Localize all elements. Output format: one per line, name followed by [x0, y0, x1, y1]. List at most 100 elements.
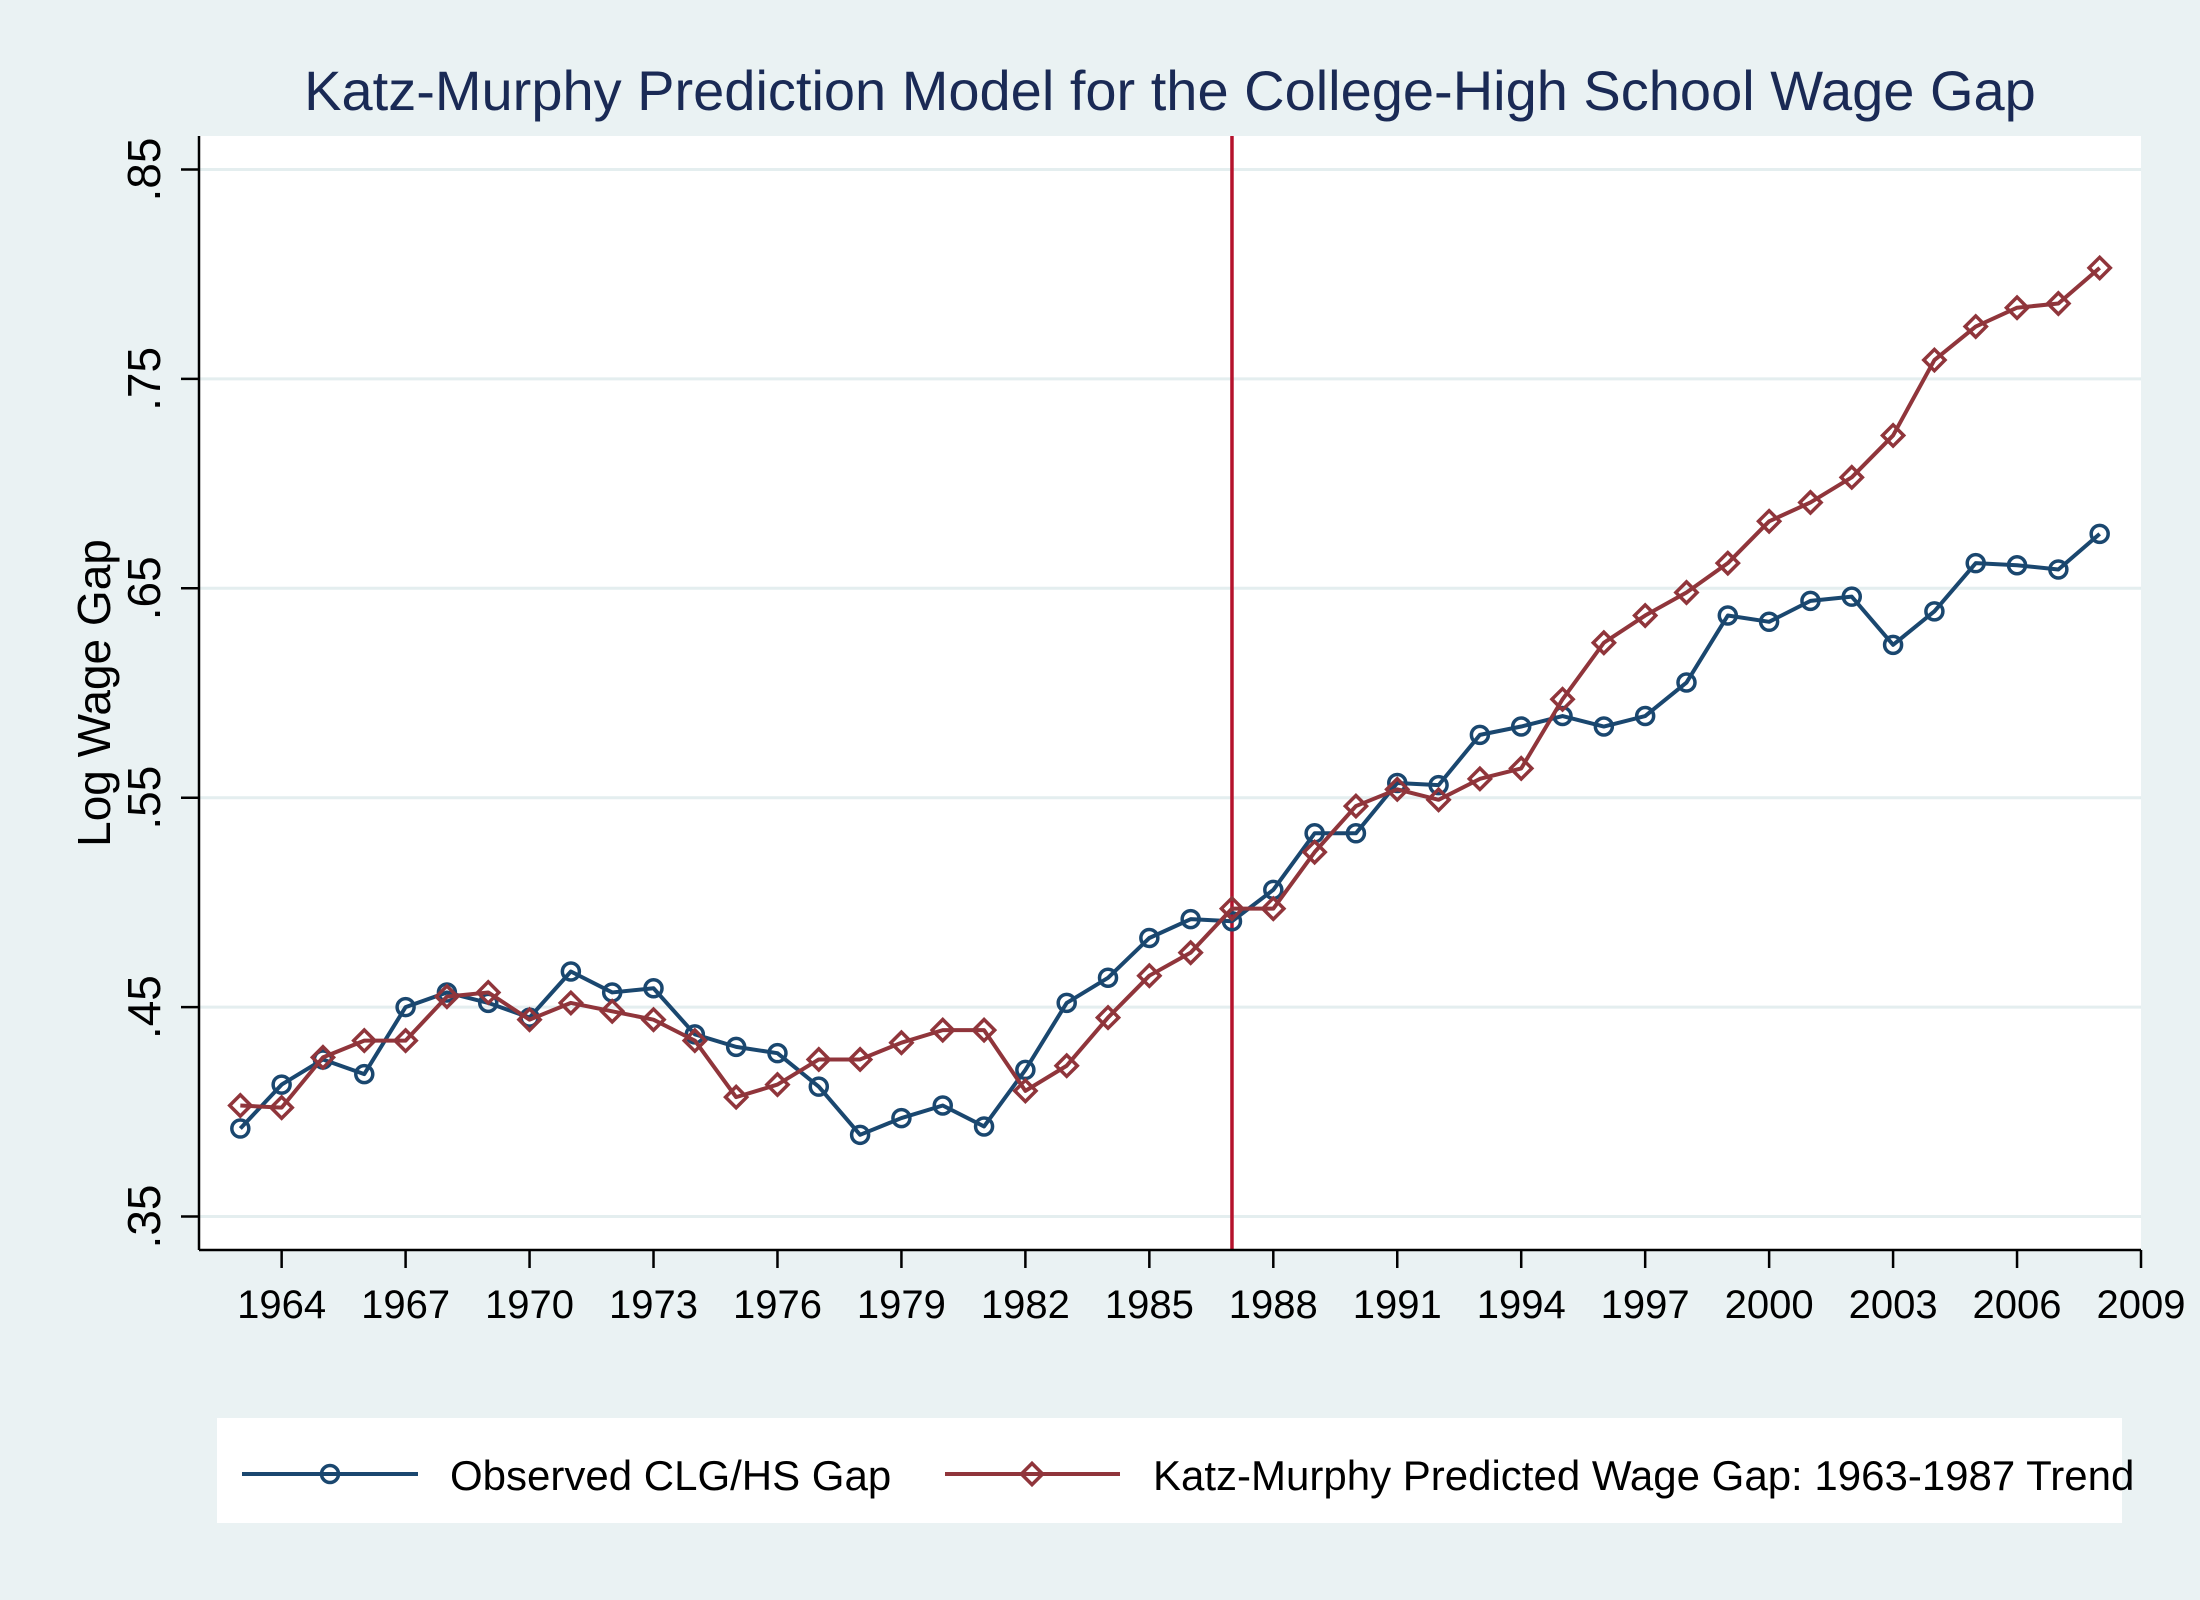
point-1-1963: [227, 1092, 254, 1119]
chart-title: Katz-Murphy Prediction Model for the Col…: [304, 59, 2036, 122]
legend: Observed CLG/HS Gap Katz-Murphy Predicte…: [217, 1418, 2134, 1523]
x-tick-label-2006: 2006: [1973, 1283, 2062, 1327]
grid-lines: [199, 168, 2141, 1218]
point-1-1981: [970, 1017, 998, 1044]
point-1-1973: [640, 1006, 667, 1033]
point-0-1999: [1717, 605, 1739, 626]
point-0-1985: [1139, 927, 1160, 949]
point-1-1993: [1466, 765, 1493, 792]
legend-marker-observed: [319, 1463, 341, 1485]
point-0-1990: [1345, 823, 1367, 844]
point-0-1998: [1676, 672, 1697, 693]
point-0-2001: [1800, 590, 1821, 612]
point-0-1997: [1634, 705, 1656, 727]
x-tick-label-1973: 1973: [609, 1283, 698, 1327]
x-tick-label-1982: 1982: [981, 1283, 1070, 1327]
point-0-1993: [1469, 724, 1491, 746]
legend-box: [217, 1418, 2122, 1523]
point-0-1994: [1510, 716, 1532, 737]
point-1-1977: [805, 1046, 832, 1073]
y-tick-label-5: .85: [118, 138, 170, 202]
y-tick-label-3: .65: [118, 556, 170, 620]
series: [227, 254, 2113, 1146]
point-0-2006: [2006, 555, 2028, 576]
point-0-2002: [1841, 586, 1863, 607]
point-0-1977: [808, 1076, 830, 1097]
axes: [197, 136, 2141, 1252]
point-1-1965: [309, 1044, 337, 1071]
point-1-2006: [2003, 294, 2031, 321]
point-1-1984: [1094, 1004, 1122, 1031]
y-ticks: .35 .45 .55 .65 .75 .85: [118, 138, 199, 1249]
point-1-1983: [1053, 1052, 1080, 1079]
point-1-2003: [1880, 422, 1907, 449]
point-0-1981: [973, 1116, 995, 1137]
point-0-1971: [560, 961, 582, 982]
point-1-2002: [1838, 464, 1865, 491]
point-1-1978: [847, 1046, 874, 1073]
point-0-2004: [1924, 601, 1945, 622]
x-ticks: 1964 1967 1970 1973 1976 1979 1982 1985 1988 1991…: [237, 1250, 2185, 1327]
point-1-1990: [1342, 792, 1370, 820]
point-1-2005: [1962, 313, 1989, 340]
x-tick-label-2009: 2009: [2097, 1283, 2186, 1327]
point-1-2007: [2045, 290, 2072, 317]
x-tick-label-1979: 1979: [857, 1283, 946, 1327]
point-1-1966: [351, 1027, 378, 1054]
point-1-1974: [681, 1027, 708, 1054]
point-1-1982: [1012, 1077, 1039, 1104]
point-1-1968: [433, 983, 460, 1010]
series-line-1: [240, 266, 2101, 1110]
point-0-1987: [1221, 910, 1243, 932]
point-1-1995: [1549, 686, 1576, 713]
point-1-1998: [1673, 579, 1700, 606]
y-axis-label: Log Wage Gap: [68, 539, 120, 847]
series-line-0: [238, 532, 2101, 1137]
y-tick-label-2: .55: [118, 766, 170, 830]
point-1-1989: [1301, 839, 1328, 866]
point-1-1997: [1632, 602, 1659, 629]
point-0-1967: [395, 996, 416, 1018]
point-0-1963: [230, 1118, 251, 1139]
point-0-1973: [643, 978, 664, 999]
x-tick-label-1970: 1970: [485, 1283, 574, 1327]
point-1-1979: [888, 1029, 915, 1056]
point-1-1999: [1714, 550, 1741, 577]
point-0-2008: [2089, 523, 2110, 545]
point-1-1987: [1218, 895, 1246, 922]
x-tick-label-2000: 2000: [1725, 1283, 1814, 1327]
x-tick-label-1967: 1967: [361, 1283, 450, 1327]
point-1-1967: [392, 1027, 419, 1054]
point-1-1976: [764, 1071, 791, 1098]
point-0-1964: [271, 1074, 292, 1095]
point-1-1972: [599, 998, 626, 1025]
x-tick-label-1991: 1991: [1353, 1283, 1442, 1327]
point-0-2007: [2048, 559, 2069, 580]
point-0-1976: [767, 1042, 788, 1064]
point-1-1971: [557, 989, 584, 1016]
point-0-1978: [849, 1124, 871, 1146]
x-tick-label-1988: 1988: [1229, 1283, 1318, 1327]
point-1-1988: [1260, 895, 1287, 922]
point-1-2000: [1756, 508, 1783, 535]
x-tick-label-1997: 1997: [1601, 1283, 1690, 1327]
legend-label-observed: Observed CLG/HS Gap: [450, 1452, 891, 1499]
legend-marker-predicted: [1018, 1460, 1046, 1488]
point-1-1991: [1384, 776, 1411, 803]
point-1-1996: [1590, 629, 1617, 656]
point-0-2005: [1965, 552, 1986, 574]
y-tick-label-1: .45: [118, 975, 170, 1039]
point-1-1994: [1508, 755, 1535, 782]
point-0-1979: [891, 1107, 912, 1129]
point-1-1964: [268, 1094, 295, 1121]
point-0-1980: [932, 1095, 953, 1116]
legend-label-predicted: Katz-Murphy Predicted Wage Gap: 1963-198…: [1153, 1452, 2134, 1499]
y-tick-label-0: .35: [118, 1185, 170, 1249]
point-1-2008: [2086, 254, 2113, 282]
point-1-1986: [1177, 939, 1204, 966]
plot-area: [199, 136, 2141, 1250]
x-tick-label-1994: 1994: [1477, 1283, 1566, 1327]
point-1-1970: [516, 1006, 543, 1033]
point-0-2003: [1882, 634, 1904, 656]
